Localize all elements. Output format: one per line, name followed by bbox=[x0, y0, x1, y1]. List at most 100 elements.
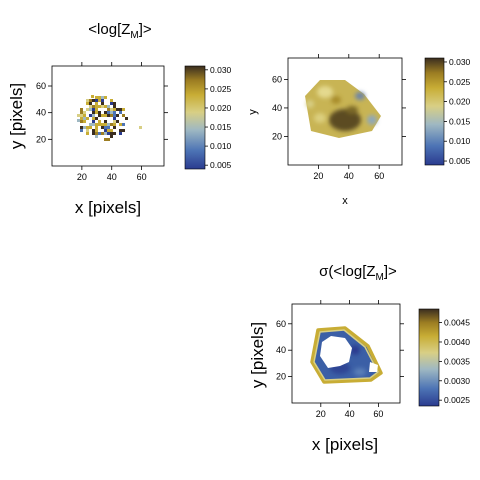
panel-1-colorbar-tick-label: 0.030 bbox=[210, 65, 232, 75]
panel-3-colorbar-tick-label: 0.0035 bbox=[444, 356, 470, 366]
panel-1-pixel bbox=[122, 108, 125, 111]
panel-1-pixel bbox=[113, 102, 116, 105]
panel-1-pixel bbox=[119, 108, 122, 111]
panel-1-colorbar bbox=[184, 65, 206, 170]
panel-3-xtick-label: 20 bbox=[316, 409, 326, 419]
panel-1-pixel bbox=[91, 95, 94, 98]
panel-1-pixel bbox=[98, 105, 101, 108]
panel-1-xtick-label: 60 bbox=[137, 172, 147, 182]
panel-3-colorbar-tick-label: 0.0030 bbox=[444, 376, 470, 386]
panel-1-pixel bbox=[92, 117, 95, 120]
panel-1-pixel bbox=[89, 108, 92, 111]
panel-1-pixel bbox=[139, 126, 142, 129]
panel-1-pixel bbox=[92, 99, 95, 102]
panel-3-ytick-label: 40 bbox=[276, 345, 286, 355]
panel-2-colorbar-tick-label: 0.010 bbox=[449, 136, 471, 146]
panel-1-pixel bbox=[89, 114, 92, 117]
panel-3-xtick-label: 60 bbox=[373, 409, 383, 419]
panel-1-pixel bbox=[113, 120, 116, 123]
panel-1-colorbar-tick-label: 0.020 bbox=[210, 103, 232, 113]
panel-2-map-texture bbox=[306, 86, 377, 131]
panel-1-pixel-map bbox=[77, 95, 142, 141]
panel-1-pixel bbox=[92, 108, 95, 111]
panel-1-colorbar-tick-label: 0.025 bbox=[210, 84, 232, 94]
panel-1-colorbar-tick-label: 0.015 bbox=[210, 122, 232, 132]
panel-1-pixel bbox=[125, 117, 128, 120]
panel-1-xlabel: x [pixels] bbox=[75, 198, 141, 217]
panel-1-pixel bbox=[116, 108, 119, 111]
panel-3-ytick-label: 60 bbox=[276, 319, 286, 329]
panel-1-pixel bbox=[95, 123, 98, 126]
panel-2-plot-frame bbox=[287, 57, 403, 166]
panel-1-pixel bbox=[86, 117, 89, 120]
panel-1-pixel bbox=[86, 102, 89, 105]
panel-1-ylabel: y [pixels] bbox=[7, 83, 26, 149]
panel-2-xtick-label: 20 bbox=[313, 171, 323, 181]
panel-2-ytick-label: 60 bbox=[272, 74, 282, 84]
panel-1-pixel bbox=[98, 111, 101, 114]
panel-1-pixel bbox=[92, 123, 95, 126]
panel-1-pixel bbox=[107, 129, 110, 132]
panel-1-pixel bbox=[95, 111, 98, 114]
panel-1-pixel bbox=[95, 132, 98, 135]
panel-1-pixel bbox=[110, 108, 113, 111]
panel-1-pixel bbox=[119, 111, 122, 114]
panel-1-title: <log[ZM]> bbox=[88, 21, 152, 41]
panel-3-colorbar-ticks: 0.0045 0.0040 0.0035 0.0030 0.0025 bbox=[439, 318, 470, 405]
panel-1-pixel bbox=[92, 129, 95, 132]
panel-3-colorbar bbox=[418, 308, 440, 407]
panel-1-pixel bbox=[95, 126, 98, 129]
panel-1-pixel bbox=[113, 123, 116, 126]
panel-1-pixel bbox=[92, 111, 95, 114]
panel-1-pixel bbox=[122, 129, 125, 132]
panel-1-pixel bbox=[98, 120, 101, 123]
panel-1-pixel bbox=[107, 114, 110, 117]
panel-1-pixel bbox=[107, 126, 110, 129]
panel-2-ylabel: y bbox=[247, 109, 259, 115]
panel-2-colorbar-ticks: 0.030 0.025 0.020 0.015 0.010 0.005 bbox=[444, 57, 471, 166]
panel-1-pixel bbox=[89, 102, 92, 105]
panel-1-pixel bbox=[119, 123, 122, 126]
panel-1-pixel bbox=[110, 132, 113, 135]
panel-1-pixel bbox=[104, 105, 107, 108]
panel-3-ytick-label: 20 bbox=[276, 372, 286, 382]
panel-3-edge-ring bbox=[310, 326, 383, 384]
panel-3-axes: 20 40 60 20 40 60 bbox=[276, 300, 404, 419]
panel-1-pixel bbox=[80, 120, 83, 123]
panel-1-pixel bbox=[80, 117, 83, 120]
panel-1-pixel bbox=[83, 120, 86, 123]
panel-2-xtick-label: 40 bbox=[344, 171, 354, 181]
panel-1-pixel bbox=[113, 105, 116, 108]
panel-3-colorbar-tick-label: 0.0025 bbox=[444, 395, 470, 405]
panel-1-pixel bbox=[95, 135, 98, 138]
panel-1-pixel bbox=[113, 117, 116, 120]
panel-1-pixel bbox=[107, 132, 110, 135]
panel-1-pixel bbox=[110, 123, 113, 126]
panel-2-axes: 20 40 60 20 40 60 bbox=[272, 54, 406, 181]
panel-1-pixel bbox=[113, 126, 116, 129]
panel-1-pixel bbox=[95, 108, 98, 111]
panel-2-colorbar-tick-label: 0.020 bbox=[449, 97, 471, 107]
panel-1-pixel bbox=[80, 111, 83, 114]
panel-1-pixel bbox=[92, 105, 95, 108]
panel-1-pixel bbox=[119, 129, 122, 132]
panel-1-pixel bbox=[77, 119, 80, 122]
panel-1-pixel bbox=[86, 126, 89, 129]
panel-1-pixel bbox=[98, 114, 101, 117]
panel-1-pixel bbox=[116, 120, 119, 123]
panel-1-pixel bbox=[104, 111, 107, 114]
panel-1-pixel bbox=[101, 99, 104, 102]
panel-1-pixel bbox=[107, 105, 110, 108]
panel-1-pixel bbox=[116, 114, 119, 117]
panel-2-colorbar-tick-label: 0.015 bbox=[449, 116, 471, 126]
panel-1-xtick-label: 40 bbox=[107, 172, 117, 182]
panel-2-colorbar-tick-label: 0.030 bbox=[449, 57, 471, 67]
panel-1-pixel bbox=[95, 96, 98, 99]
panel-1-pixel bbox=[95, 102, 98, 105]
panel-1-pixel bbox=[86, 99, 89, 102]
panel-2-ytick-label: 40 bbox=[272, 103, 282, 113]
panel-1-pixel bbox=[110, 111, 113, 114]
panel-3-title: σ(<log[ZM]> bbox=[319, 263, 397, 283]
panel-1-pixel bbox=[104, 138, 107, 141]
